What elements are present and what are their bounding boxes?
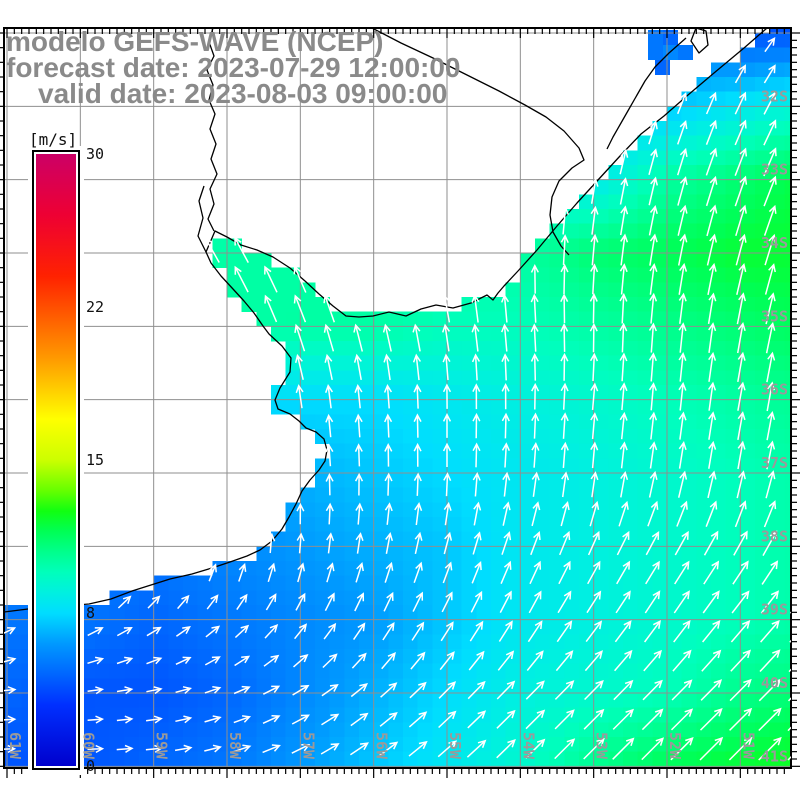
lon-label: 56W [373,732,391,760]
valid-date-title: valid date: 2023-08-03 09:00:00 [38,78,448,109]
map-frame [3,27,792,769]
lat-label: 35S [761,307,788,325]
lat-label: 37S [761,454,788,472]
lat-label: 34S [761,234,788,252]
lat-label: 41S [761,747,788,765]
lon-label: 54W [519,732,537,760]
forecast-date-title: forecast date: 2023-07-29 12:00:00 [6,52,461,83]
colorbar: [m/s] 30 22 15 8 0 [28,130,104,775]
model-title: modelo GEFS-WAVE (NCEP) [6,26,384,57]
colorbar-unit-label: [m/s] [29,130,77,149]
colorbar-tick-label: 30 [86,145,104,163]
lat-label: 39S [761,601,788,619]
coastline-layer [3,27,768,613]
lon-label: 59W [153,732,171,760]
colorbar-tick-label: 15 [86,451,104,469]
colorbar-tick-label: 0 [86,757,95,775]
lat-label: 33S [761,161,788,179]
colorbar-tick-label: 8 [86,604,95,622]
lon-label: 52W [666,732,684,760]
axis-labels: 32S 33S 34S 35S 36S 37S 38S 39S 40S 41S 61W 60W 59W 5… [6,87,788,765]
lon-label: 53W [593,732,611,760]
wind-arrows-layer [4,36,791,761]
lat-label: 32S [761,87,788,105]
lon-label: 55W [446,732,464,760]
lon-label: 51W [739,732,757,760]
lon-label: 60W [79,732,97,760]
colorbar-tick-label: 22 [86,298,104,316]
lat-label: 36S [761,381,788,399]
lon-label: 61W [6,732,24,760]
lon-label: 57W [299,732,317,760]
lon-label: 58W [226,732,244,760]
lat-label: 40S [761,674,788,692]
lat-label: 38S [761,527,788,545]
